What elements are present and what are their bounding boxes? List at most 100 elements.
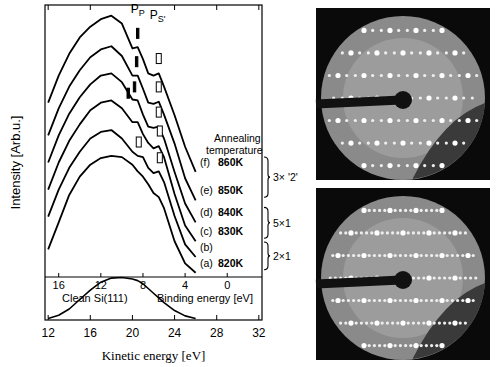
leed-fractional-spot [422, 276, 425, 279]
leed-fractional-spot [412, 276, 415, 279]
spectrum-line [48, 46, 195, 200]
leed-fractional-spot [328, 74, 331, 77]
leed-spot [361, 343, 366, 348]
leed-spot [413, 253, 418, 258]
leed-screen [321, 16, 485, 180]
leed-spot [465, 118, 470, 123]
leed-fractional-spot [420, 254, 423, 257]
figure: 121620242832Kinetic energy [eV]Intensity… [0, 0, 496, 367]
leed-fractional-spot [341, 141, 344, 144]
leed-fractional-spot [451, 299, 454, 302]
x2-tick [58, 273, 59, 277]
leed-fractional-spot [425, 344, 428, 347]
leed-fractional-spot [436, 51, 439, 54]
leed-fractional-spot [443, 321, 446, 324]
leed-fractional-spot [432, 119, 435, 122]
leed-fractional-spot [417, 231, 420, 234]
leed-fractional-spot [378, 299, 381, 302]
leed-fractional-spot [378, 209, 381, 212]
leed-fractional-spot [360, 231, 363, 234]
leed-fractional-spot [342, 254, 345, 257]
leed-fractional-spot [371, 164, 374, 167]
leed-fractional-spot [436, 141, 439, 144]
leed-spot [400, 320, 405, 325]
y-axis-label: Intensity [Arb.u.] [8, 116, 23, 210]
x2-tick [185, 273, 186, 277]
series-temperature: 820K [218, 257, 244, 269]
leed-fractional-spot [345, 119, 348, 122]
leed-fractional-spot [474, 276, 477, 279]
electron-gun [316, 100, 401, 104]
leed-spot [387, 73, 392, 78]
group-label: 3× '2' [273, 171, 298, 183]
leed-fractional-spot [371, 74, 374, 77]
leed-spot [335, 298, 340, 303]
x2-tick [227, 273, 228, 277]
leed-fractional-spot [380, 74, 383, 77]
leed-fractional-spot [357, 299, 360, 302]
peak-mark [136, 28, 138, 38]
series-label: (b) [200, 241, 213, 253]
leed-spot [439, 118, 444, 123]
leed-spot [387, 28, 392, 33]
leed-fractional-spot [391, 321, 394, 324]
leed-fractional-spot [367, 51, 370, 54]
leed-fractional-spot [422, 321, 425, 324]
leed-spot [439, 28, 444, 33]
leed-fractional-spot [464, 276, 467, 279]
leed-spot [452, 275, 457, 280]
leed-fractional-spot [425, 254, 428, 257]
peak-mark [136, 137, 141, 147]
leed-spot [426, 140, 431, 145]
group-label: 5×1 [273, 217, 291, 229]
leed-fractional-spot [435, 299, 438, 302]
leed-fractional-spot [458, 119, 461, 122]
leed-fractional-spot [435, 344, 438, 347]
leed-fractional-spot [409, 254, 412, 257]
x-tick [132, 315, 133, 320]
leed-fractional-spot [430, 254, 433, 257]
leed-fractional-spot [459, 231, 462, 234]
leed-fractional-spot [381, 321, 384, 324]
leed-spot [387, 118, 392, 123]
leed-spot [413, 298, 418, 303]
leed-fractional-spot [354, 74, 357, 77]
leed-spot [361, 28, 366, 33]
leed-fractional-spot [380, 119, 383, 122]
leed-fractional-spot [419, 141, 422, 144]
annotation-text: P [131, 2, 139, 16]
leed-fractional-spot [380, 164, 383, 167]
leed-fractional-spot [407, 231, 410, 234]
leed-spot [465, 73, 470, 78]
series-temperature: 860K [218, 156, 244, 168]
leed-fractional-spot [397, 29, 400, 32]
leed-spot [400, 230, 405, 235]
leed-spot [374, 50, 379, 55]
x-tick-label: 12 [41, 326, 55, 340]
x-tick-label: 20 [126, 326, 140, 340]
peak-mark [127, 88, 129, 98]
spectrum-line [48, 73, 195, 222]
leed-fractional-spot [446, 254, 449, 257]
series-label: Clean Si(111) [62, 292, 128, 304]
peak-mark [156, 107, 161, 117]
leed-fractional-spot [370, 321, 373, 324]
leed-spot [348, 320, 353, 325]
series-label: (d) [200, 206, 213, 218]
leed-fractional-spot [459, 276, 462, 279]
leed-fractional-spot [391, 231, 394, 234]
peak-marks [127, 28, 162, 162]
leed-spot [413, 163, 418, 168]
leed-spot [426, 275, 431, 280]
series-label: (e) [200, 184, 213, 196]
x-tick-label: 28 [210, 326, 224, 340]
leed-fractional-spot [425, 209, 428, 212]
series-temperature: 840K [218, 206, 244, 218]
leed-fractional-spot [339, 231, 342, 234]
x-tick [90, 315, 91, 320]
leed-spot [335, 118, 340, 123]
leed-fractional-spot [344, 231, 347, 234]
leed-fractional-spot [383, 344, 386, 347]
leed-fractional-spot [462, 141, 465, 144]
leed-fractional-spot [448, 276, 451, 279]
